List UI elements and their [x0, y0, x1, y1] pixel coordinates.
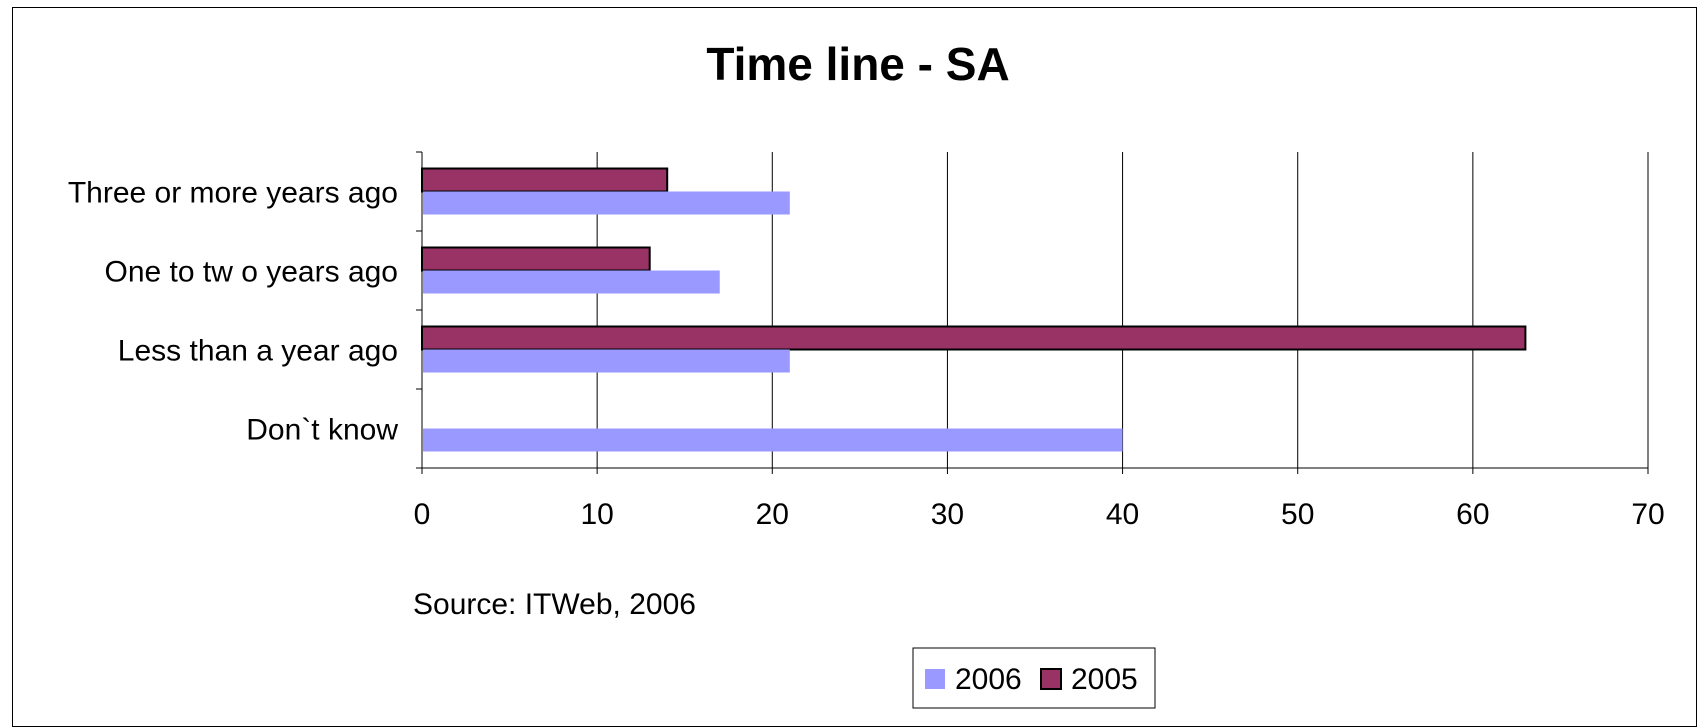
category-label: Don`t know [246, 414, 398, 447]
legend: 2006 2005 [912, 647, 1156, 709]
chart-title: Time line - SA [706, 38, 1009, 90]
source-note: Source: ITWeb, 2006 [413, 588, 696, 621]
x-tick-label: 70 [1631, 498, 1664, 531]
x-tick-label: 30 [931, 498, 964, 531]
category-label: Less than a year ago [118, 335, 398, 368]
legend-swatch-2005 [1040, 668, 1062, 690]
x-tick-label: 20 [756, 498, 789, 531]
plot-area: 0 10 20 30 40 50 60 70 Three or more years ago On… [68, 151, 1665, 531]
legend-label-2005: 2005 [1071, 663, 1138, 696]
legend-swatch-2006 [925, 669, 945, 689]
bar-2006 [423, 349, 790, 373]
category-label: Three or more years ago [68, 177, 398, 210]
bar-2006 [423, 428, 1123, 452]
x-tick-label: 60 [1456, 498, 1489, 531]
chart-frame [12, 7, 1697, 727]
legend-label-2006: 2006 [955, 663, 1022, 696]
bar-2005 [421, 325, 1527, 351]
legend-box [912, 647, 1156, 709]
x-tick-label: 0 [414, 498, 431, 531]
x-tick-label: 40 [1106, 498, 1139, 531]
x-tick-label: 10 [580, 498, 613, 531]
bar-2006 [423, 270, 720, 294]
category-label: One to tw o years ago [105, 256, 399, 289]
bar-2006 [423, 191, 790, 215]
x-tick-label: 50 [1281, 498, 1314, 531]
bar-2005 [421, 167, 669, 193]
bar-2005 [421, 246, 651, 272]
